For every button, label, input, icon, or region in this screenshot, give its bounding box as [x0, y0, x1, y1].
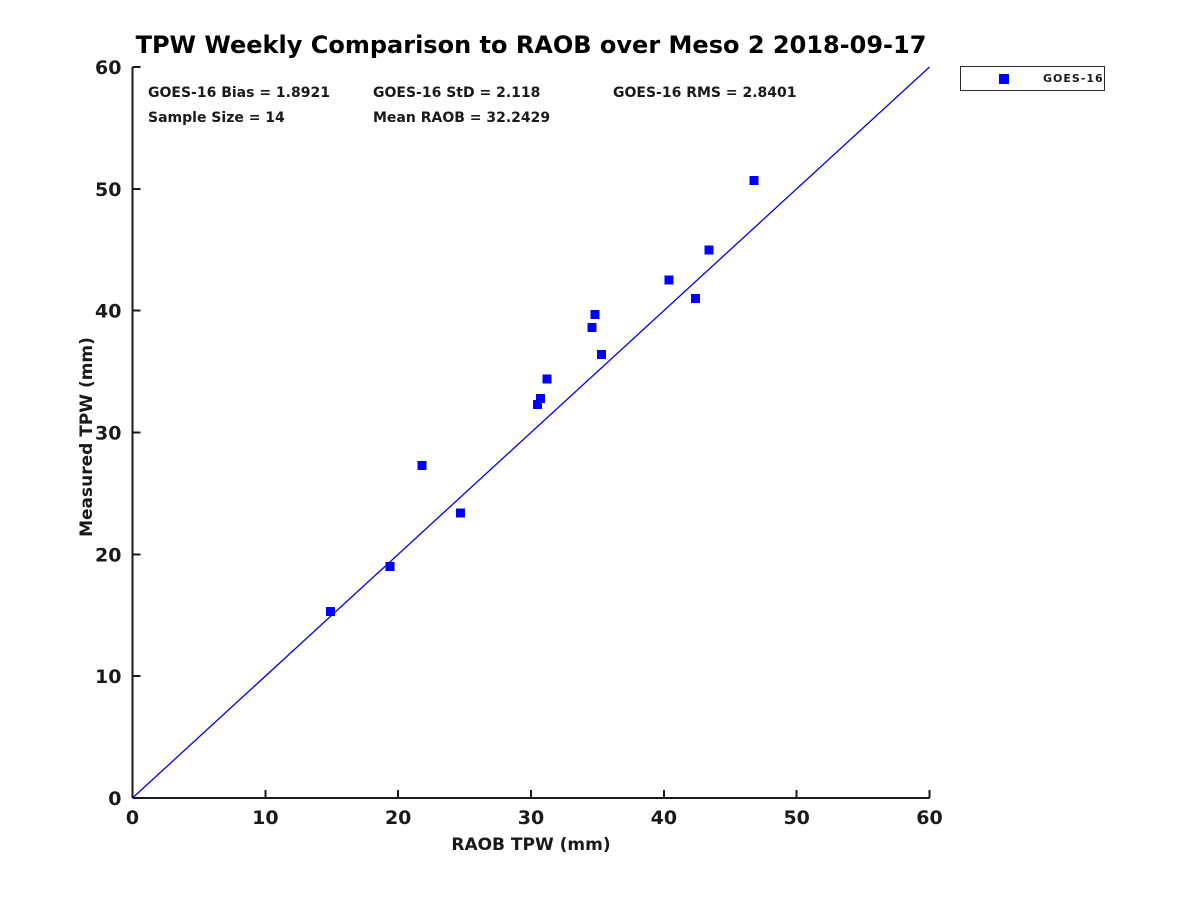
- data-point: [535, 393, 545, 403]
- data-point: [542, 374, 552, 384]
- data-point: [664, 275, 674, 285]
- stat-bias: GOES-16 Bias = 1.8921: [148, 85, 330, 101]
- legend-label-goes16: GOES-16: [1043, 72, 1104, 85]
- data-point: [456, 508, 466, 518]
- data-point: [587, 323, 597, 333]
- y-tick-label: 60: [95, 57, 121, 79]
- stat-rms: GOES-16 RMS = 2.8401: [613, 85, 797, 101]
- stat-mean-raob: Mean RAOB = 32.2429: [373, 110, 551, 126]
- x-tick-label: 40: [651, 807, 677, 829]
- identity-line: [132, 66, 930, 799]
- data-point: [691, 293, 701, 303]
- y-tick-label: 30: [95, 423, 121, 445]
- x-tick-label: 10: [252, 807, 278, 829]
- y-tick-label: 0: [108, 788, 121, 810]
- x-axis-label: RAOB TPW (mm): [451, 835, 610, 855]
- stat-std: GOES-16 StD = 2.118: [373, 85, 541, 101]
- data-point: [533, 399, 543, 409]
- data-point: [704, 245, 714, 255]
- data-point: [385, 562, 395, 572]
- y-tick-label: 20: [95, 544, 121, 566]
- legend-marker-square-icon: [999, 73, 1009, 84]
- x-tick-label: 20: [385, 807, 411, 829]
- stat-sample-size: Sample Size = 14: [148, 110, 285, 126]
- data-point: [325, 607, 335, 617]
- data-point: [417, 460, 427, 470]
- y-axis-label: Measured TPW (mm): [77, 337, 97, 537]
- y-tick-label: 50: [95, 179, 121, 201]
- data-point: [596, 350, 606, 360]
- x-tick-label: 0: [126, 807, 139, 829]
- chart-title: TPW Weekly Comparison to RAOB over Meso …: [135, 31, 927, 59]
- y-tick-label: 10: [95, 666, 121, 688]
- data-point: [590, 309, 600, 319]
- y-tick-label: 40: [95, 301, 121, 323]
- data-point: [749, 175, 759, 185]
- x-tick-label: 30: [518, 807, 544, 829]
- x-tick-label: 60: [916, 807, 942, 829]
- legend: GOES-16: [960, 66, 1105, 91]
- x-tick-label: 50: [783, 807, 809, 829]
